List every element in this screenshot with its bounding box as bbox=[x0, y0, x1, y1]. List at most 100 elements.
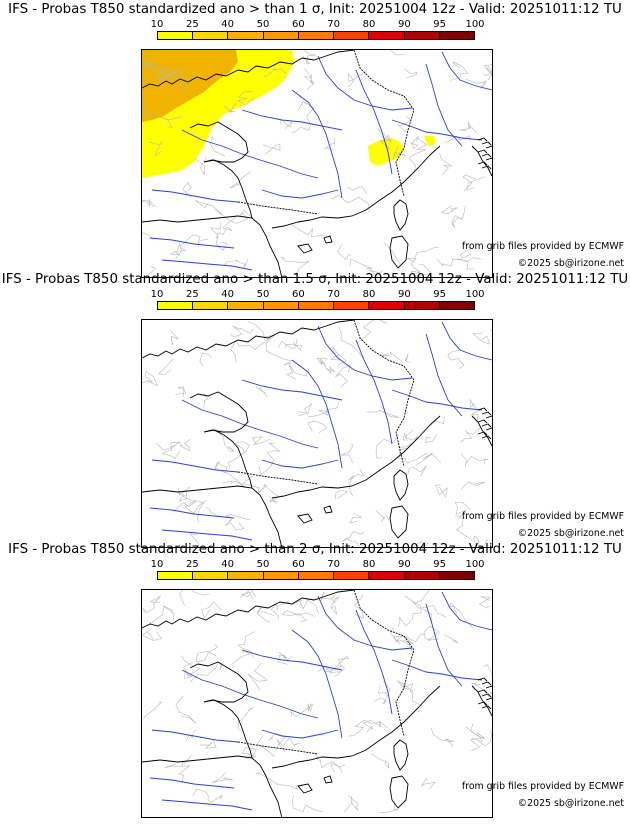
admin-border bbox=[216, 216, 237, 239]
admin-border bbox=[175, 696, 197, 724]
admin-border bbox=[375, 510, 390, 523]
colorbar-tick-label: 40 bbox=[221, 559, 235, 570]
admin-border bbox=[411, 540, 429, 547]
colorbar-swatch bbox=[334, 32, 370, 39]
coast-fragment bbox=[481, 693, 492, 698]
admin-border bbox=[402, 432, 408, 441]
admin-border bbox=[307, 401, 340, 418]
admin-border bbox=[182, 181, 192, 198]
coastlines bbox=[142, 590, 492, 817]
colorbar-tick-label: 70 bbox=[327, 559, 341, 570]
admin-border bbox=[444, 634, 459, 643]
admin-border bbox=[224, 518, 245, 531]
admin-border bbox=[330, 762, 346, 773]
admin-border bbox=[170, 330, 179, 346]
admin-border bbox=[347, 469, 365, 497]
river bbox=[425, 333, 463, 417]
coast-fragment bbox=[481, 423, 492, 428]
admin-border bbox=[460, 453, 489, 467]
admin-border bbox=[179, 234, 209, 247]
admin-border bbox=[291, 101, 315, 134]
island-outline bbox=[323, 775, 333, 784]
admin-border bbox=[317, 665, 332, 673]
admin-border bbox=[404, 590, 430, 609]
admin-border bbox=[175, 386, 187, 397]
admin-border bbox=[142, 595, 161, 614]
colorbar-swatch bbox=[439, 302, 474, 309]
admin-border bbox=[263, 483, 280, 504]
river bbox=[391, 389, 483, 411]
coastline bbox=[142, 320, 355, 359]
admin-border bbox=[460, 425, 483, 443]
admin-border bbox=[337, 244, 352, 261]
colorbar-swatch bbox=[404, 572, 440, 579]
admin-border bbox=[414, 246, 439, 259]
coast-fragment bbox=[477, 689, 488, 694]
colorbar-tick-label: 90 bbox=[397, 289, 411, 300]
admin-border bbox=[435, 484, 448, 498]
colorbar-tick-label: 95 bbox=[433, 289, 447, 300]
admin-border bbox=[251, 816, 253, 817]
river bbox=[261, 189, 339, 199]
river bbox=[161, 529, 253, 541]
coast-fragment bbox=[481, 141, 492, 146]
river bbox=[355, 339, 393, 445]
admin-border bbox=[366, 267, 384, 277]
admin-border bbox=[276, 737, 300, 752]
admin-border bbox=[161, 441, 181, 460]
admin-border bbox=[329, 655, 350, 673]
admin-border bbox=[454, 514, 473, 541]
national-border bbox=[353, 50, 415, 197]
coast-fragment bbox=[477, 419, 488, 424]
river bbox=[317, 325, 413, 381]
admin-border bbox=[415, 452, 442, 466]
admin-border bbox=[349, 512, 362, 524]
admin-border bbox=[149, 605, 166, 624]
admin-border bbox=[423, 625, 440, 641]
admin-border bbox=[190, 662, 223, 683]
admin-border bbox=[178, 486, 190, 500]
island-outline bbox=[393, 469, 409, 501]
river bbox=[241, 109, 343, 131]
admin-border bbox=[304, 76, 315, 90]
admin-border bbox=[142, 630, 162, 641]
coast-fragment bbox=[485, 697, 492, 701]
colorbar-swatch bbox=[404, 302, 440, 309]
admin-border bbox=[349, 258, 373, 269]
admin-border bbox=[440, 205, 458, 215]
river bbox=[241, 379, 343, 401]
coast-fragment bbox=[477, 701, 488, 706]
island-outline bbox=[389, 505, 409, 539]
colorbar-tick-label: 50 bbox=[256, 559, 270, 570]
admin-border bbox=[451, 206, 466, 228]
admin-borders bbox=[142, 590, 492, 817]
island-outline bbox=[389, 775, 409, 809]
admin-border bbox=[291, 224, 331, 238]
admin-border bbox=[404, 68, 417, 79]
river bbox=[161, 259, 253, 271]
colorbar-tick-label: 90 bbox=[397, 19, 411, 30]
admin-border bbox=[445, 135, 470, 144]
admin-border bbox=[194, 157, 208, 176]
admin-border bbox=[377, 680, 391, 694]
colorbar-swatch bbox=[158, 302, 194, 309]
colorbar-swatch bbox=[263, 302, 299, 309]
admin-border bbox=[469, 398, 479, 423]
coastline bbox=[142, 755, 283, 817]
admin-border bbox=[242, 475, 267, 494]
admin-border bbox=[142, 61, 156, 72]
admin-border bbox=[465, 726, 486, 743]
island-outline bbox=[323, 505, 333, 514]
colorbar-swatch bbox=[369, 32, 405, 39]
colorbar-swatch bbox=[298, 302, 335, 309]
admin-border bbox=[192, 788, 223, 803]
admin-border bbox=[397, 116, 412, 133]
coast-fragment bbox=[485, 145, 492, 149]
river bbox=[391, 119, 483, 141]
probability-colorbar: 10 25 40 50 60 70 80 90 95 100 bbox=[151, 289, 485, 313]
colorbar-swatch bbox=[334, 302, 370, 309]
admin-border bbox=[439, 153, 453, 175]
admin-border bbox=[348, 719, 388, 737]
admin-border bbox=[462, 174, 476, 192]
admin-border bbox=[478, 729, 492, 747]
